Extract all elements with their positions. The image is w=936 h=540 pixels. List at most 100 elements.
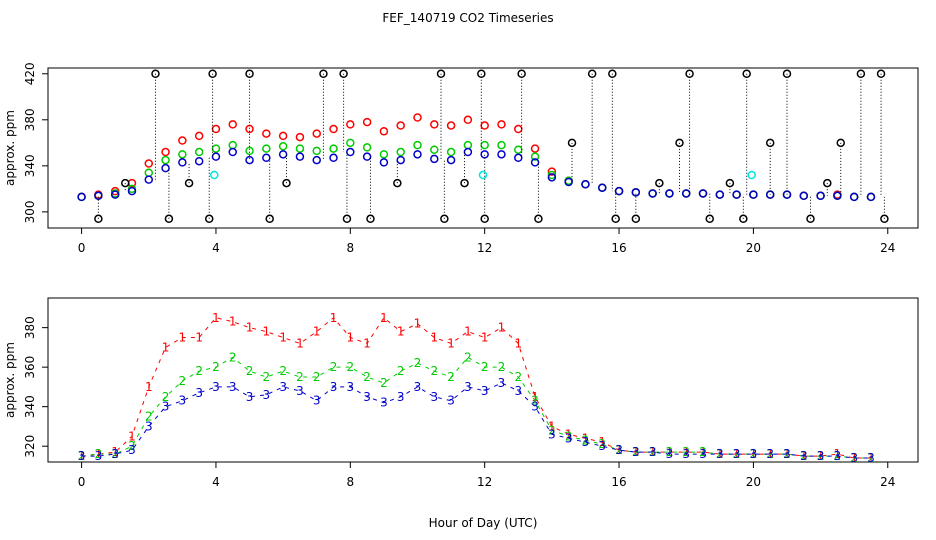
data-point (517, 69, 526, 79)
data-marker: 1 (531, 390, 539, 404)
data-point (477, 69, 486, 79)
data-marker: 3 (481, 384, 489, 398)
data-point (121, 178, 130, 188)
data-marker: 2 (363, 370, 371, 384)
data-marker: 2 (128, 439, 136, 453)
data-marker: 2 (582, 433, 590, 447)
series-line (81, 317, 871, 459)
data-point (480, 214, 489, 224)
x-tick-label: 12 (477, 241, 492, 255)
data-marker: 2 (380, 376, 388, 390)
data-point (312, 129, 321, 138)
data-point (312, 155, 321, 165)
data-marker: 2 (649, 445, 657, 459)
data-point (295, 144, 305, 153)
data-marker: 2 (95, 447, 103, 461)
x-tick-label: 20 (746, 475, 761, 489)
data-point (611, 214, 620, 224)
data-point (278, 142, 288, 151)
y-tick-label: 380 (23, 316, 37, 339)
data-marker: 1 (179, 331, 187, 345)
data-point (396, 155, 405, 165)
data-marker: 2 (313, 370, 321, 384)
data-marker: 2 (498, 360, 506, 374)
data-point (211, 144, 221, 153)
data-marker: 2 (766, 447, 774, 461)
data-marker: 2 (179, 374, 187, 388)
data-point (262, 144, 271, 153)
data-marker: 3 (397, 390, 405, 404)
x-tick-label: 8 (346, 475, 354, 489)
x-tick-label: 16 (611, 475, 626, 489)
data-marker: 1 (666, 445, 674, 459)
data-point (379, 127, 389, 136)
data-marker: 2 (212, 360, 220, 374)
data-point (282, 178, 291, 188)
data-point (463, 115, 473, 125)
data-point (151, 69, 160, 79)
data-point (631, 188, 641, 197)
data-marker: 1 (162, 340, 170, 354)
data-marker: 2 (447, 370, 455, 384)
data-point (463, 147, 473, 157)
data-marker: 1 (296, 336, 304, 350)
data-point (342, 214, 352, 224)
data-point (245, 155, 254, 165)
data-point (765, 138, 775, 148)
y-axis-label: approx. ppm (3, 342, 17, 418)
data-marker: 1 (195, 331, 203, 345)
data-point (110, 190, 120, 199)
data-marker: 3 (380, 396, 388, 410)
data-marker: 3 (531, 400, 539, 414)
data-marker: 3 (615, 443, 623, 457)
data-point (715, 190, 725, 199)
data-point (631, 214, 641, 224)
data-marker: 1 (397, 325, 405, 339)
data-marker: 2 (263, 370, 271, 384)
data-marker: 3 (632, 445, 640, 459)
data-point (379, 158, 389, 167)
data-marker: 1 (279, 331, 287, 345)
data-point (164, 214, 174, 224)
data-marker: 3 (128, 443, 136, 457)
data-point (446, 147, 456, 157)
data-marker: 1 (598, 435, 606, 449)
data-marker: 2 (330, 360, 338, 374)
data-point (608, 69, 617, 79)
data-marker: 2 (750, 447, 758, 461)
x-axis-label: Hour of Day (UTC) (429, 516, 538, 530)
data-marker: 3 (582, 435, 590, 449)
data-point (806, 214, 815, 224)
data-point (497, 140, 506, 150)
data-point (127, 186, 137, 196)
data-marker: 3 (430, 390, 438, 404)
data-point (77, 192, 86, 202)
y-axis-label: approx. ppm (3, 110, 17, 186)
data-point (823, 178, 832, 188)
data-point (880, 214, 889, 224)
data-marker: 2 (514, 370, 522, 384)
data-point (436, 69, 446, 79)
data-point (265, 214, 274, 224)
data-point (530, 152, 540, 161)
data-point (725, 178, 735, 188)
data-point (413, 113, 422, 122)
data-marker: 3 (162, 400, 170, 414)
data-marker: 1 (565, 427, 573, 441)
data-point (245, 146, 254, 156)
data-point (856, 69, 866, 79)
data-point (530, 144, 540, 153)
data-marker: 1 (514, 336, 522, 350)
data-point (210, 170, 219, 180)
data-point (329, 153, 338, 163)
data-marker: 2 (145, 410, 153, 424)
data-point (497, 120, 506, 129)
data-marker: 3 (783, 447, 791, 461)
data-point (514, 153, 523, 163)
data-point (295, 132, 305, 142)
data-marker: 2 (162, 390, 170, 404)
data-point (194, 131, 204, 141)
data-marker: 2 (548, 423, 556, 437)
data-point (312, 146, 321, 156)
y-tick-label: 360 (23, 356, 37, 379)
